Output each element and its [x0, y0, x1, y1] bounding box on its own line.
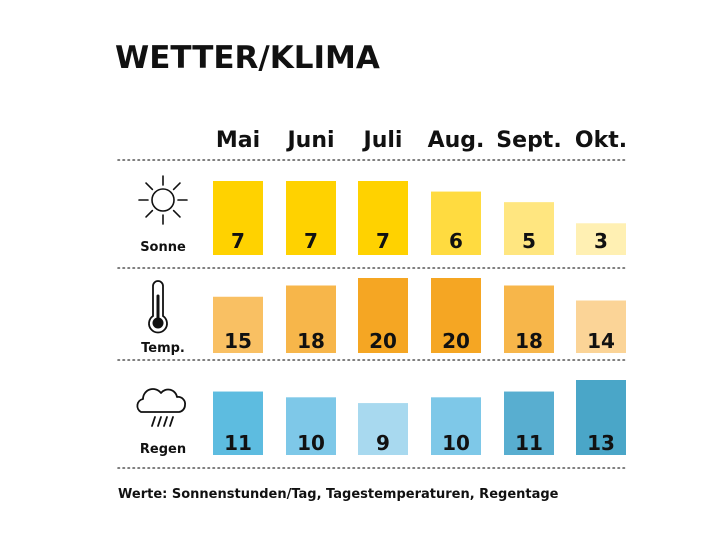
sun-icon — [138, 175, 188, 225]
bar-sonne-2 — [358, 181, 408, 255]
month-label-3: Aug. — [428, 128, 485, 153]
month-label-1: Juni — [285, 128, 334, 153]
value-label-0-5: 3 — [594, 229, 608, 253]
bar-sonne-4 — [504, 202, 554, 255]
bar-temp-5 — [576, 300, 626, 353]
bar-regen-4 — [504, 391, 554, 455]
thermometer-icon — [148, 280, 168, 334]
rain-cloud-icon — [136, 388, 186, 427]
row-label-1: Temp. — [141, 341, 185, 356]
bar-sonne-3 — [431, 191, 481, 255]
bar-temp-4 — [504, 285, 554, 353]
value-label-0-3: 6 — [449, 229, 463, 253]
value-label-2-1: 10 — [297, 431, 325, 455]
bar-regen-3 — [431, 397, 481, 455]
bar-regen-5 — [576, 380, 626, 455]
bar-regen-1 — [286, 397, 336, 455]
month-label-0: Mai — [216, 128, 260, 153]
bar-temp-2 — [358, 278, 408, 353]
row-label-0: Sonne — [140, 240, 186, 255]
value-label-0-4: 5 — [522, 229, 536, 253]
bar-temp-0 — [213, 296, 263, 353]
value-label-1-3: 20 — [442, 329, 470, 353]
value-label-2-3: 10 — [442, 431, 470, 455]
month-label-5: Okt. — [575, 128, 627, 153]
bar-sonne-0 — [213, 181, 263, 255]
bar-sonne-1 — [286, 181, 336, 255]
value-label-1-5: 14 — [587, 329, 615, 353]
value-label-0-1: 7 — [304, 229, 318, 253]
value-label-1-1: 18 — [297, 329, 325, 353]
bar-sonne-5 — [576, 223, 626, 255]
chart-title: WETTER/KLIMA — [115, 40, 380, 76]
bar-temp-3 — [431, 278, 481, 353]
value-label-0-0: 7 — [231, 229, 245, 253]
row-label-2: Regen — [140, 442, 186, 457]
bar-regen-0 — [213, 391, 263, 455]
value-label-2-4: 11 — [515, 431, 543, 455]
value-label-2-5: 13 — [587, 431, 615, 455]
value-label-1-2: 20 — [369, 329, 397, 353]
month-label-2: Juli — [362, 128, 403, 153]
bar-regen-2 — [358, 403, 408, 455]
value-label-1-4: 18 — [515, 329, 543, 353]
month-label-4: Sept. — [496, 128, 561, 153]
value-label-1-0: 15 — [224, 329, 252, 353]
chart-footnote: Werte: Sonnenstunden/Tag, Tagestemperatu… — [118, 487, 559, 502]
value-label-2-2: 9 — [376, 431, 390, 455]
value-label-2-0: 11 — [224, 431, 252, 455]
value-label-0-2: 7 — [376, 229, 390, 253]
bar-temp-1 — [286, 285, 336, 353]
